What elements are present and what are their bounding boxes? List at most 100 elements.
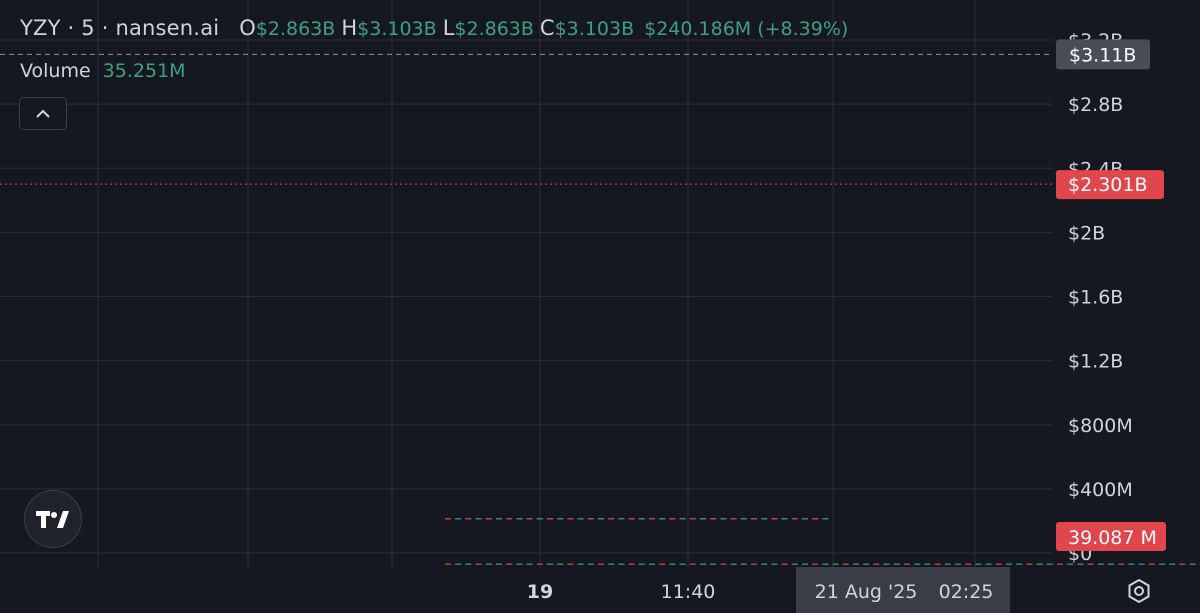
volume-bar: [649, 563, 655, 565]
candle: [751, 518, 757, 520]
change-value: $240.186M (+8.39%): [644, 18, 849, 40]
volume-bar: [536, 563, 543, 565]
crosshair-time-tag: [796, 567, 1010, 613]
high-value: $3.103B: [357, 18, 437, 40]
volume-bar: [1057, 563, 1063, 565]
volume-bar: [567, 563, 574, 565]
volume-bar: [802, 563, 808, 565]
close-label: C: [539, 16, 555, 40]
volume-bar: [761, 563, 768, 565]
volume-bar: [720, 563, 727, 565]
last-price-tag: [1056, 170, 1164, 200]
volume-bar: [771, 563, 778, 565]
candle: [822, 518, 829, 520]
volume-bar: [710, 563, 717, 565]
y-tick-label: $800M: [1068, 415, 1133, 437]
candle: [781, 518, 788, 520]
volume-bar: [873, 563, 880, 565]
last-price-label: $2.301B: [1068, 174, 1148, 196]
chart-settings-button[interactable]: [1124, 576, 1154, 606]
crosshair-price-tag: [1056, 39, 1150, 70]
volume-bar: [955, 563, 961, 565]
candle: [516, 518, 523, 520]
volume-bar: [516, 563, 523, 565]
tradingview-logo[interactable]: [24, 490, 82, 548]
candle: [577, 518, 584, 520]
candle: [638, 518, 645, 520]
volume-bar: [1138, 563, 1145, 565]
volume-bar: [1036, 563, 1043, 565]
volume-bar: [995, 563, 1002, 565]
volume-bar: [822, 563, 829, 565]
candle: [710, 518, 717, 520]
x-tick-label: 19: [527, 581, 553, 603]
volume-bar: [812, 563, 819, 565]
volume-bar: [924, 563, 931, 565]
candle: [740, 518, 747, 520]
candle: [669, 518, 676, 520]
volume-bar: [506, 563, 513, 565]
volume-bar: [863, 563, 870, 565]
volume-bar: [638, 563, 645, 565]
volume-bar: [1179, 563, 1186, 565]
volume-bar: [965, 563, 972, 565]
volume-bar: [1006, 563, 1012, 565]
ohlc-legend: YZY · 5 · nansen.ai O $2.863B H $3.103B …: [20, 16, 848, 40]
volume-bar: [598, 563, 604, 565]
volume-bar: [914, 563, 921, 565]
volume-bar: [1077, 563, 1084, 565]
volume-bar: [628, 563, 635, 565]
candle: [802, 518, 808, 520]
volume-bar: [475, 563, 482, 565]
y-tick-label: $2B: [1068, 222, 1105, 244]
volume-legend: Volume 35.251M: [20, 60, 186, 82]
volume-bar: [1046, 563, 1053, 565]
tradingview-logo-icon: [36, 511, 69, 528]
volume-bar: [1169, 563, 1176, 565]
candle: [547, 518, 553, 520]
candle: [730, 518, 737, 520]
chevron-up-icon: [36, 109, 50, 118]
volume-bar: [700, 563, 706, 565]
low-value: $2.863B: [454, 18, 534, 40]
volume-bar: [659, 563, 666, 565]
open-label: O: [239, 16, 256, 40]
x-tick-label: 02:25: [939, 581, 994, 603]
y-tick-label: $2.8B: [1068, 94, 1123, 116]
candle: [536, 518, 543, 520]
volume-bar: [985, 563, 992, 565]
volume-bar: [832, 563, 839, 565]
volume-bar: [465, 563, 472, 565]
candle: [689, 518, 696, 520]
volume-bar: [1148, 563, 1155, 565]
candle: [587, 518, 594, 520]
volume-bar: [1026, 563, 1033, 565]
volume-bar: [883, 563, 890, 565]
volume-bar: [853, 563, 859, 565]
volume-value: 35.251M: [102, 60, 186, 82]
volume-bar: [934, 563, 941, 565]
volume-tag-label: 39.087 M: [1068, 527, 1157, 549]
candle: [557, 518, 564, 520]
candle: [455, 518, 462, 520]
volume-tag: [1056, 522, 1166, 551]
volume-bar: [485, 563, 492, 565]
volume-bar: [1128, 563, 1135, 565]
collapse-legend-button[interactable]: [19, 97, 67, 130]
candle: [628, 518, 635, 520]
volume-bar: [618, 563, 625, 565]
volume-bar: [557, 563, 564, 565]
volume-bar: [608, 563, 615, 565]
high-label: H: [341, 16, 358, 40]
gear-icon: [1128, 578, 1150, 604]
volume-bar: [526, 563, 533, 565]
x-tick-label: 11:40: [661, 581, 716, 603]
volume-bar: [669, 563, 676, 565]
volume-bar: [975, 563, 982, 565]
candle: [659, 518, 666, 520]
volume-bar: [751, 563, 757, 565]
candle: [649, 518, 655, 520]
volume-bar: [1189, 563, 1196, 565]
candle: [608, 518, 615, 520]
